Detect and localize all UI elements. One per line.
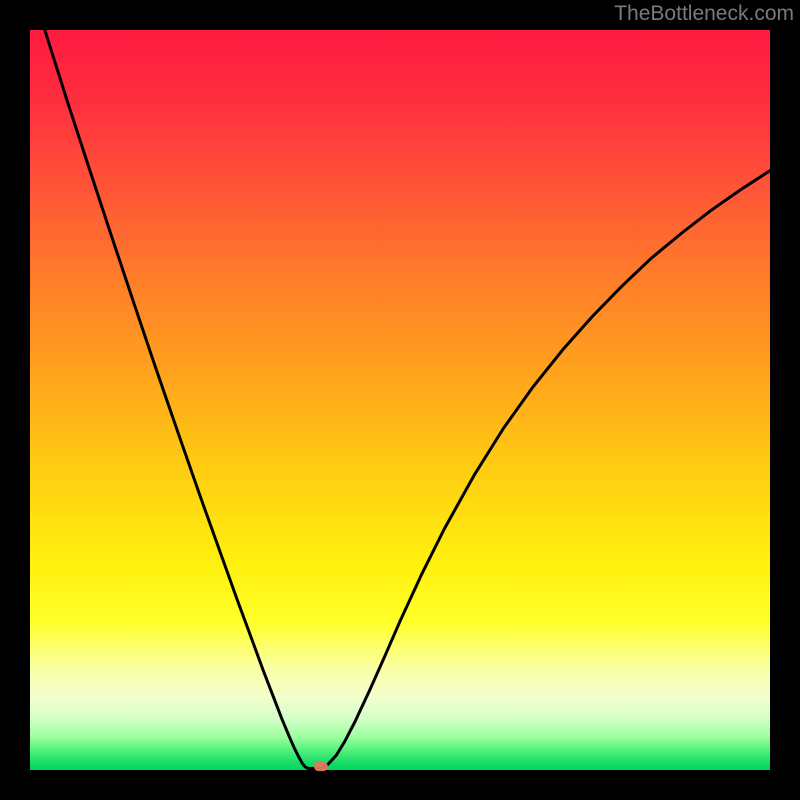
bottleneck-chart xyxy=(0,0,800,800)
watermark-text: TheBottleneck.com xyxy=(614,2,794,26)
plot-background xyxy=(30,30,770,770)
chart-container: TheBottleneck.com xyxy=(0,0,800,800)
minimum-marker xyxy=(314,761,328,771)
